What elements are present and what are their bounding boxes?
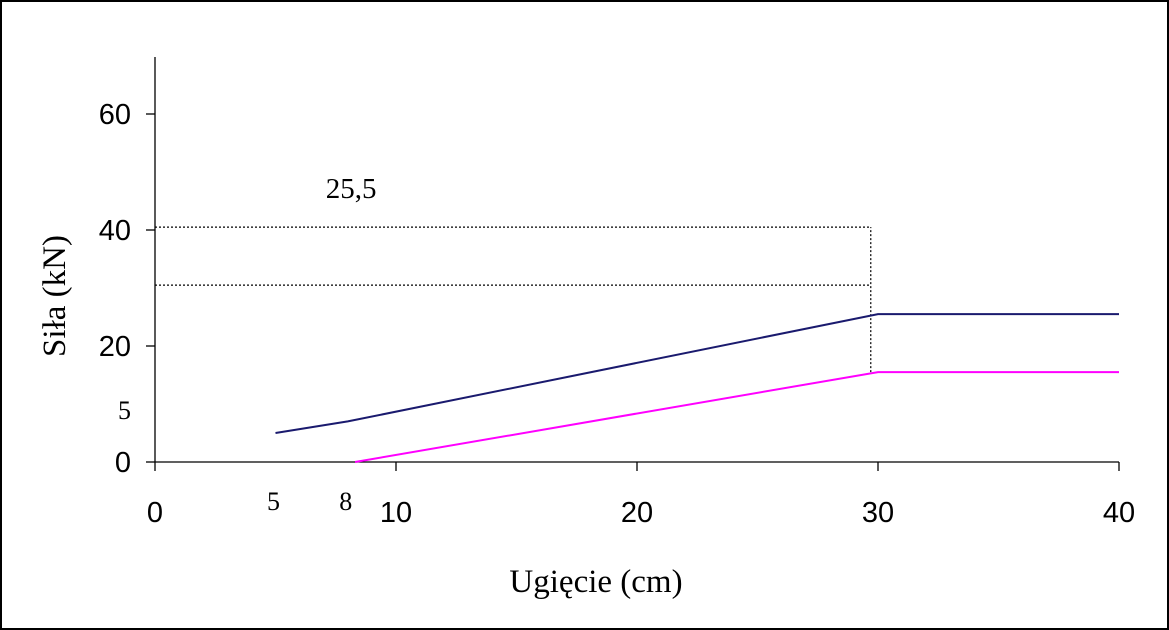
axis-ticks: 0 20 40 60 0 10 20 30 40 5 8 5 — [99, 99, 1135, 529]
x-tick-label: 30 — [862, 497, 894, 529]
x-extra-label: 8 — [339, 487, 352, 516]
annotation-label: 25,5 — [326, 173, 377, 205]
x-extra-label: 5 — [267, 487, 280, 516]
reference-lines — [155, 226, 872, 373]
annotations: 25,5 — [326, 173, 377, 205]
y-tick-label: 60 — [99, 99, 131, 131]
y-axis-title: Siła (kN) — [37, 235, 73, 357]
x-axis-title: Ugięcie (cm) — [509, 564, 682, 600]
series-line-1 — [275, 313, 1119, 434]
y-tick-label: 20 — [99, 331, 131, 363]
series-line-2 — [354, 371, 1119, 463]
x-tick-label: 0 — [147, 497, 163, 529]
series-lines — [275, 313, 1119, 463]
y-tick-label: 0 — [115, 447, 131, 479]
x-tick-label: 40 — [1103, 497, 1135, 529]
y-tick-label: 40 — [99, 215, 131, 247]
y-extra-label: 5 — [118, 396, 131, 425]
x-tick-label: 20 — [621, 497, 653, 529]
x-tick-label: 10 — [380, 497, 412, 529]
